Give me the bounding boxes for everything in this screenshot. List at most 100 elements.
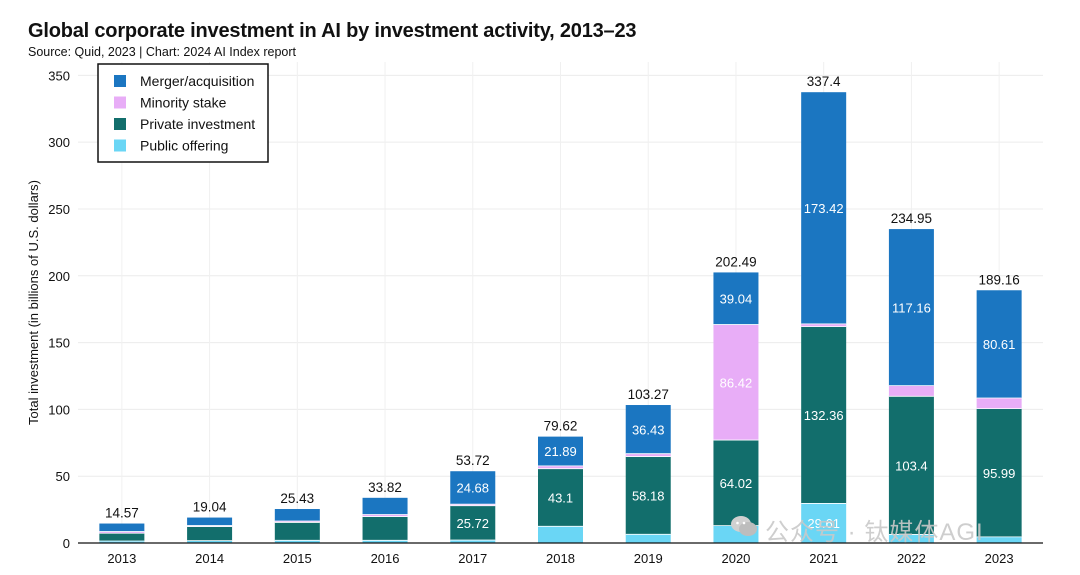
bar-public-offering-2018 — [538, 526, 583, 543]
y-tick-label: 300 — [48, 135, 70, 150]
data-label: 117.16 — [892, 300, 931, 315]
x-tick-label: 2015 — [283, 551, 312, 566]
bar-public-offering-2016 — [362, 540, 408, 543]
bar-merger-acquisition-2023 — [976, 290, 1022, 398]
bar-merger-acquisition-2018 — [538, 436, 583, 466]
data-label: 29.61 — [807, 516, 840, 531]
total-label: 25.43 — [280, 491, 314, 506]
bar-private-investment-2023 — [976, 408, 1022, 537]
total-label: 53.72 — [456, 453, 490, 468]
y-tick-label: 50 — [56, 469, 70, 484]
data-label: 24.68 — [456, 481, 489, 496]
bar-merger-acquisition-2016 — [362, 497, 408, 515]
total-label: 202.49 — [715, 254, 756, 269]
bar-minority-stake-2016 — [362, 514, 408, 517]
data-label: 173.42 — [804, 201, 844, 216]
bar-merger-acquisition-2021 — [801, 92, 847, 324]
legend-label: Merger/acquisition — [140, 73, 254, 89]
bar-minority-stake-2014 — [187, 525, 233, 527]
x-tick-label: 2021 — [809, 551, 838, 566]
data-label: 80.61 — [983, 337, 1016, 352]
total-label: 79.62 — [544, 419, 578, 434]
bar-public-offering-2021 — [801, 503, 847, 543]
x-tick-label: 2014 — [195, 551, 224, 566]
x-tick-label: 2019 — [634, 551, 663, 566]
bar-minority-stake-2018 — [538, 465, 583, 469]
bars-group: 14.57 19.04 25.43 33.82 25.72 24.68 53.72 43.1 2… — [99, 74, 1022, 543]
bar-public-offering-2022 — [888, 534, 934, 543]
bar-public-offering-2014 — [187, 540, 233, 543]
bar-merger-acquisition-2017 — [450, 471, 496, 505]
x-tick-label: 2013 — [107, 551, 136, 566]
chart-title: Global corporate investment in AI by inv… — [28, 20, 637, 42]
bar-public-offering-2013 — [99, 540, 145, 543]
x-tick-label: 2018 — [546, 551, 575, 566]
bar-private-investment-2018 — [538, 468, 583, 527]
y-tick-label: 150 — [48, 336, 70, 351]
bar-public-offering-2017 — [450, 540, 496, 543]
bar-private-investment-2020 — [713, 440, 759, 526]
data-label: 103.4 — [895, 458, 928, 473]
data-label: 21.89 — [544, 444, 577, 459]
axes-group: 0 50 100 150 200 250 300 350 Total investment (i… — [26, 68, 1043, 566]
data-label: 36.43 — [632, 422, 665, 437]
legend-swatch — [114, 96, 126, 109]
x-tick-label: 2023 — [985, 551, 1014, 566]
wechat-icon — [731, 516, 757, 536]
bar-public-offering-2019 — [625, 534, 671, 543]
x-tick-label: 2016 — [371, 551, 400, 566]
legend-label: Public offering — [140, 138, 228, 154]
x-tick-label: 2020 — [721, 551, 750, 566]
bar-merger-acquisition-2013 — [99, 523, 145, 532]
legend-swatch — [114, 139, 126, 152]
bar-private-investment-2013 — [99, 533, 145, 541]
bar-minority-stake-2019 — [625, 453, 671, 457]
total-label: 234.95 — [891, 211, 932, 226]
watermark-text: 公众号 · 钛媒体AGI — [765, 519, 984, 546]
x-tick-label: 2017 — [458, 551, 487, 566]
x-tick-label: 2022 — [897, 551, 926, 566]
bar-minority-stake-2017 — [450, 504, 496, 506]
data-label: 95.99 — [983, 466, 1016, 481]
y-tick-label: 100 — [48, 402, 70, 417]
bar-private-investment-2021 — [801, 326, 847, 504]
total-label: 19.04 — [193, 500, 227, 515]
bar-merger-acquisition-2014 — [187, 517, 233, 526]
data-label: 25.72 — [456, 516, 489, 531]
legend-label: Private investment — [140, 116, 255, 132]
bar-merger-acquisition-2020 — [713, 272, 759, 325]
bar-minority-stake-2020 — [713, 324, 759, 441]
bar-minority-stake-2021 — [801, 323, 847, 327]
bar-merger-acquisition-2022 — [888, 229, 934, 386]
gridlines — [78, 62, 1043, 543]
legend-swatch — [114, 75, 126, 87]
y-tick-label: 0 — [63, 536, 70, 551]
bar-merger-acquisition-2019 — [625, 405, 671, 454]
legend-label: Minority stake — [140, 95, 227, 111]
bar-private-investment-2022 — [888, 396, 934, 535]
total-label: 33.82 — [368, 480, 402, 495]
legend: Merger/acquisition Minority stake Private … — [97, 63, 269, 163]
bar-private-investment-2019 — [625, 456, 671, 535]
total-label: 14.57 — [105, 506, 139, 521]
total-label: 103.27 — [628, 387, 669, 402]
legend-box — [97, 63, 269, 163]
y-tick-label: 350 — [48, 68, 70, 83]
bar-private-investment-2014 — [187, 526, 233, 541]
data-label: 132.36 — [804, 408, 844, 423]
bar-public-offering-2023 — [976, 536, 1022, 543]
data-label: 39.04 — [720, 292, 753, 307]
data-label: 86.42 — [720, 375, 753, 390]
bar-minority-stake-2022 — [888, 385, 934, 397]
data-label: 58.18 — [632, 488, 665, 503]
bar-private-investment-2016 — [362, 516, 408, 541]
bar-merger-acquisition-2015 — [274, 509, 320, 522]
y-axis-label: Total investment (in billions of U.S. do… — [26, 180, 41, 425]
bar-minority-stake-2015 — [274, 521, 320, 523]
total-label: 337.4 — [807, 74, 841, 89]
chart-subtitle: Source: Quid, 2023 | Chart: 2024 AI Inde… — [28, 45, 296, 59]
bar-private-investment-2015 — [274, 522, 320, 541]
total-label: 189.16 — [978, 272, 1019, 287]
legend-swatch — [114, 118, 126, 130]
